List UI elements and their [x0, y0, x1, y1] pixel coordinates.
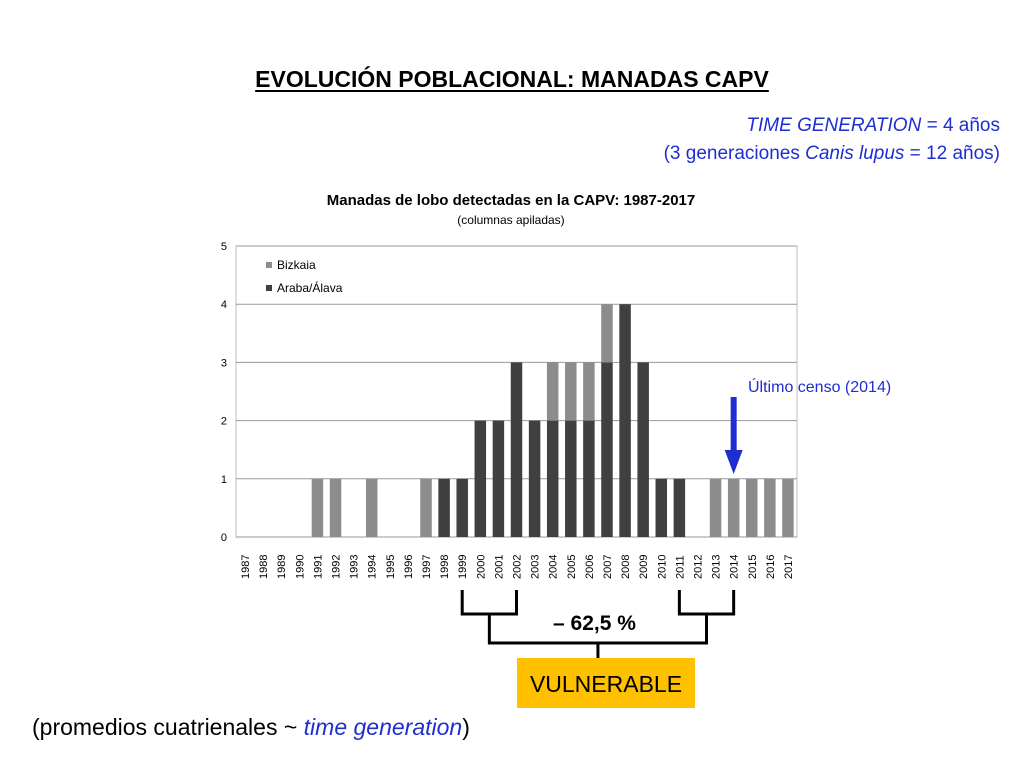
x-tick-label: 2006: [584, 555, 596, 579]
x-tick-label: 2012: [692, 555, 704, 579]
x-tick-label: 1998: [439, 555, 451, 579]
x-tick-label: 2005: [566, 555, 578, 579]
bar-bizkaia: [746, 478, 758, 537]
x-tick-label: 2007: [602, 555, 614, 579]
x-tick-label: 2002: [512, 555, 524, 579]
x-tick-label: 1987: [240, 555, 252, 579]
x-tick-label: 1990: [294, 555, 306, 579]
x-tick-label: 1988: [258, 555, 270, 579]
bar-araba: [565, 420, 577, 537]
y-tick-label: 1: [221, 474, 227, 486]
bar-araba: [546, 420, 559, 537]
x-tick-label: 2003: [530, 555, 542, 579]
x-tick-label: 2001: [493, 555, 505, 579]
legend: Bizkaia Araba/Álava: [266, 258, 343, 295]
bar-araba: [601, 362, 613, 537]
y-tick-label: 4: [221, 299, 227, 311]
legend-label: Araba/Álava: [277, 280, 343, 295]
x-tick-label: 2000: [475, 555, 487, 579]
x-tick-label: 2014: [729, 555, 741, 579]
bar-araba: [456, 478, 468, 537]
slide-title: EVOLUCIÓN POBLACIONAL: MANADAS CAPV: [255, 66, 769, 92]
y-tick-label: 0: [221, 532, 227, 544]
decline-percentage: – 62,5 %: [553, 612, 636, 635]
species-name: Canis lupus: [805, 143, 905, 164]
x-tick-label: 2013: [711, 555, 723, 579]
y-tick-label: 2: [221, 416, 227, 428]
bar-bizkaia: [782, 478, 794, 537]
x-tick-label: 2017: [783, 555, 795, 579]
last-census-annotation: Último censo (2014): [748, 379, 892, 396]
period-bracket: [677, 590, 736, 616]
y-tick-label: 5: [221, 241, 227, 253]
x-tick-label: 1994: [367, 555, 379, 579]
down-arrow-head-icon: [724, 450, 743, 474]
bar-bizkaia: [546, 362, 559, 421]
bar-bizkaia: [583, 362, 595, 421]
time-generation-line: TIME GENERATION = 4 años: [746, 115, 1000, 137]
x-tick-label: 2011: [674, 555, 686, 579]
bar-bizkaia: [601, 304, 613, 363]
x-tick-label: 1989: [276, 555, 288, 579]
time-generation-value: = 4 años: [921, 115, 1000, 136]
bar-araba: [438, 478, 450, 537]
bar-bizkaia: [565, 362, 577, 421]
bar-bizkaia: [764, 478, 776, 537]
bar-araba: [474, 420, 487, 537]
generations-note: (3 generaciones Canis lupus = 12 años): [664, 143, 1000, 165]
bar-bizkaia: [420, 478, 432, 537]
footnote-close: ): [462, 714, 470, 740]
bar-araba: [637, 362, 649, 537]
bar-araba: [673, 478, 686, 537]
period-bracket: [460, 590, 518, 616]
x-tick-label: 1995: [385, 555, 397, 579]
generations-note-end: = 12 años): [904, 143, 1000, 164]
bar-araba: [492, 420, 505, 537]
bar-bizkaia: [365, 478, 378, 537]
chart-subtitle: (columnas apiladas): [457, 213, 565, 227]
x-tick-label: 1997: [421, 555, 433, 579]
bar-bizkaia: [727, 478, 740, 537]
x-tick-label: 2015: [747, 555, 759, 579]
bar-araba: [510, 362, 523, 537]
bar-araba: [528, 420, 541, 537]
x-tick-label: 1996: [403, 555, 415, 579]
axes: 0 1 2 3 4 5 1987 1988 1989 1990 1991 1992 1993 1994 19…: [221, 241, 795, 579]
x-tick-label: 2016: [765, 555, 777, 579]
x-tick-label: 1999: [457, 555, 469, 579]
footnote-text: (promedios cuatrienales ~: [32, 714, 304, 740]
x-tick-label: 1993: [349, 555, 361, 579]
bar-bizkaia: [311, 478, 324, 537]
status-badge: VULNERABLE: [517, 658, 695, 708]
x-tick-label: 2008: [620, 555, 632, 579]
x-tick-label: 2009: [638, 555, 650, 579]
bar-bizkaia: [329, 478, 342, 537]
bar-araba: [655, 478, 668, 537]
bar-araba: [583, 420, 595, 537]
bar-bizkaia: [709, 478, 722, 537]
chart-title: Manadas de lobo detectadas en la CAPV: 1…: [326, 192, 696, 209]
legend-swatch: [266, 285, 272, 291]
bar-araba: [619, 304, 631, 537]
footnote: (promedios cuatrienales ~ time generatio…: [32, 714, 470, 741]
generations-note-start: (3 generaciones: [663, 143, 806, 164]
footnote-emphasis: time generation: [303, 714, 463, 740]
legend-swatch: [266, 262, 272, 268]
x-tick-label: 2004: [548, 555, 560, 579]
annotations: [460, 397, 743, 660]
bars: [311, 304, 794, 537]
x-tick-label: 2010: [656, 555, 668, 579]
x-tick-label: 1992: [331, 555, 343, 579]
time-generation-label: TIME GENERATION: [746, 115, 922, 136]
y-tick-label: 3: [221, 357, 227, 369]
x-tick-label: 1991: [312, 555, 324, 579]
legend-label: Bizkaia: [277, 258, 316, 272]
